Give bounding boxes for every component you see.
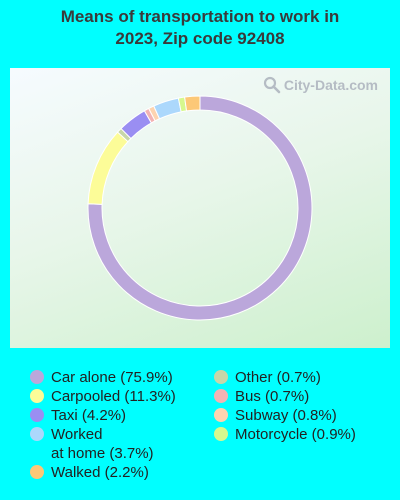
chart-title-line-2: 2023, Zip code 92408 bbox=[115, 29, 285, 48]
legend-swatch bbox=[30, 389, 44, 403]
legend-label: Motorcycle (0.9%) bbox=[235, 426, 356, 443]
legend-label: Subway (0.8%) bbox=[235, 407, 337, 424]
legend-item: Subway (0.8%) bbox=[214, 406, 337, 425]
legend-swatch bbox=[214, 427, 228, 441]
legend-label: Carpooled (11.3%) bbox=[51, 388, 176, 405]
watermark-text: City-Data.com bbox=[283, 77, 378, 93]
legend-swatch bbox=[214, 408, 228, 422]
legend-item: Taxi (4.2%) bbox=[30, 406, 126, 425]
legend: Car alone (75.9%) Carpooled (11.3%) Taxi (… bbox=[0, 364, 400, 494]
legend-swatch bbox=[214, 370, 228, 384]
legend-label: Walked (2.2%) bbox=[51, 464, 149, 481]
donut-slice-6 bbox=[153, 97, 182, 120]
legend-item: Motorcycle (0.9%) bbox=[214, 425, 356, 444]
legend-item: Other (0.7%) bbox=[214, 368, 321, 387]
legend-label: Worked at home (3.7%) bbox=[51, 426, 154, 462]
chart-title-line-1: Means of transportation to work in bbox=[60, 7, 340, 26]
legend-swatch bbox=[30, 370, 44, 384]
legend-item: Bus (0.7%) bbox=[214, 387, 309, 406]
legend-swatch bbox=[30, 427, 44, 441]
donut-chart bbox=[87, 95, 313, 321]
legend-item: Carpooled (11.3%) bbox=[30, 387, 176, 406]
legend-label: Taxi (4.2%) bbox=[51, 407, 127, 424]
donut-slice-8 bbox=[184, 95, 201, 112]
legend-label: Car alone (75.9%) bbox=[51, 369, 173, 386]
legend-label: Bus (0.7%) bbox=[235, 388, 310, 405]
legend-item: Walked (2.2%) bbox=[30, 463, 149, 482]
legend-item: Worked at home (3.7%) bbox=[30, 425, 154, 463]
legend-swatch bbox=[30, 408, 44, 422]
legend-label: Other (0.7%) bbox=[235, 369, 321, 386]
legend-item: Car alone (75.9%) bbox=[30, 368, 173, 387]
donut-slice-0 bbox=[87, 95, 313, 321]
donut-slice-1 bbox=[87, 131, 129, 205]
legend-swatch bbox=[214, 389, 228, 403]
chart-panel: City-Data.com bbox=[10, 68, 390, 348]
watermark: City-Data.com bbox=[263, 76, 378, 94]
magnifier-icon bbox=[263, 76, 281, 94]
legend-swatch bbox=[30, 465, 44, 479]
chart-title: Means of transportation to work in 2023,… bbox=[0, 6, 400, 50]
